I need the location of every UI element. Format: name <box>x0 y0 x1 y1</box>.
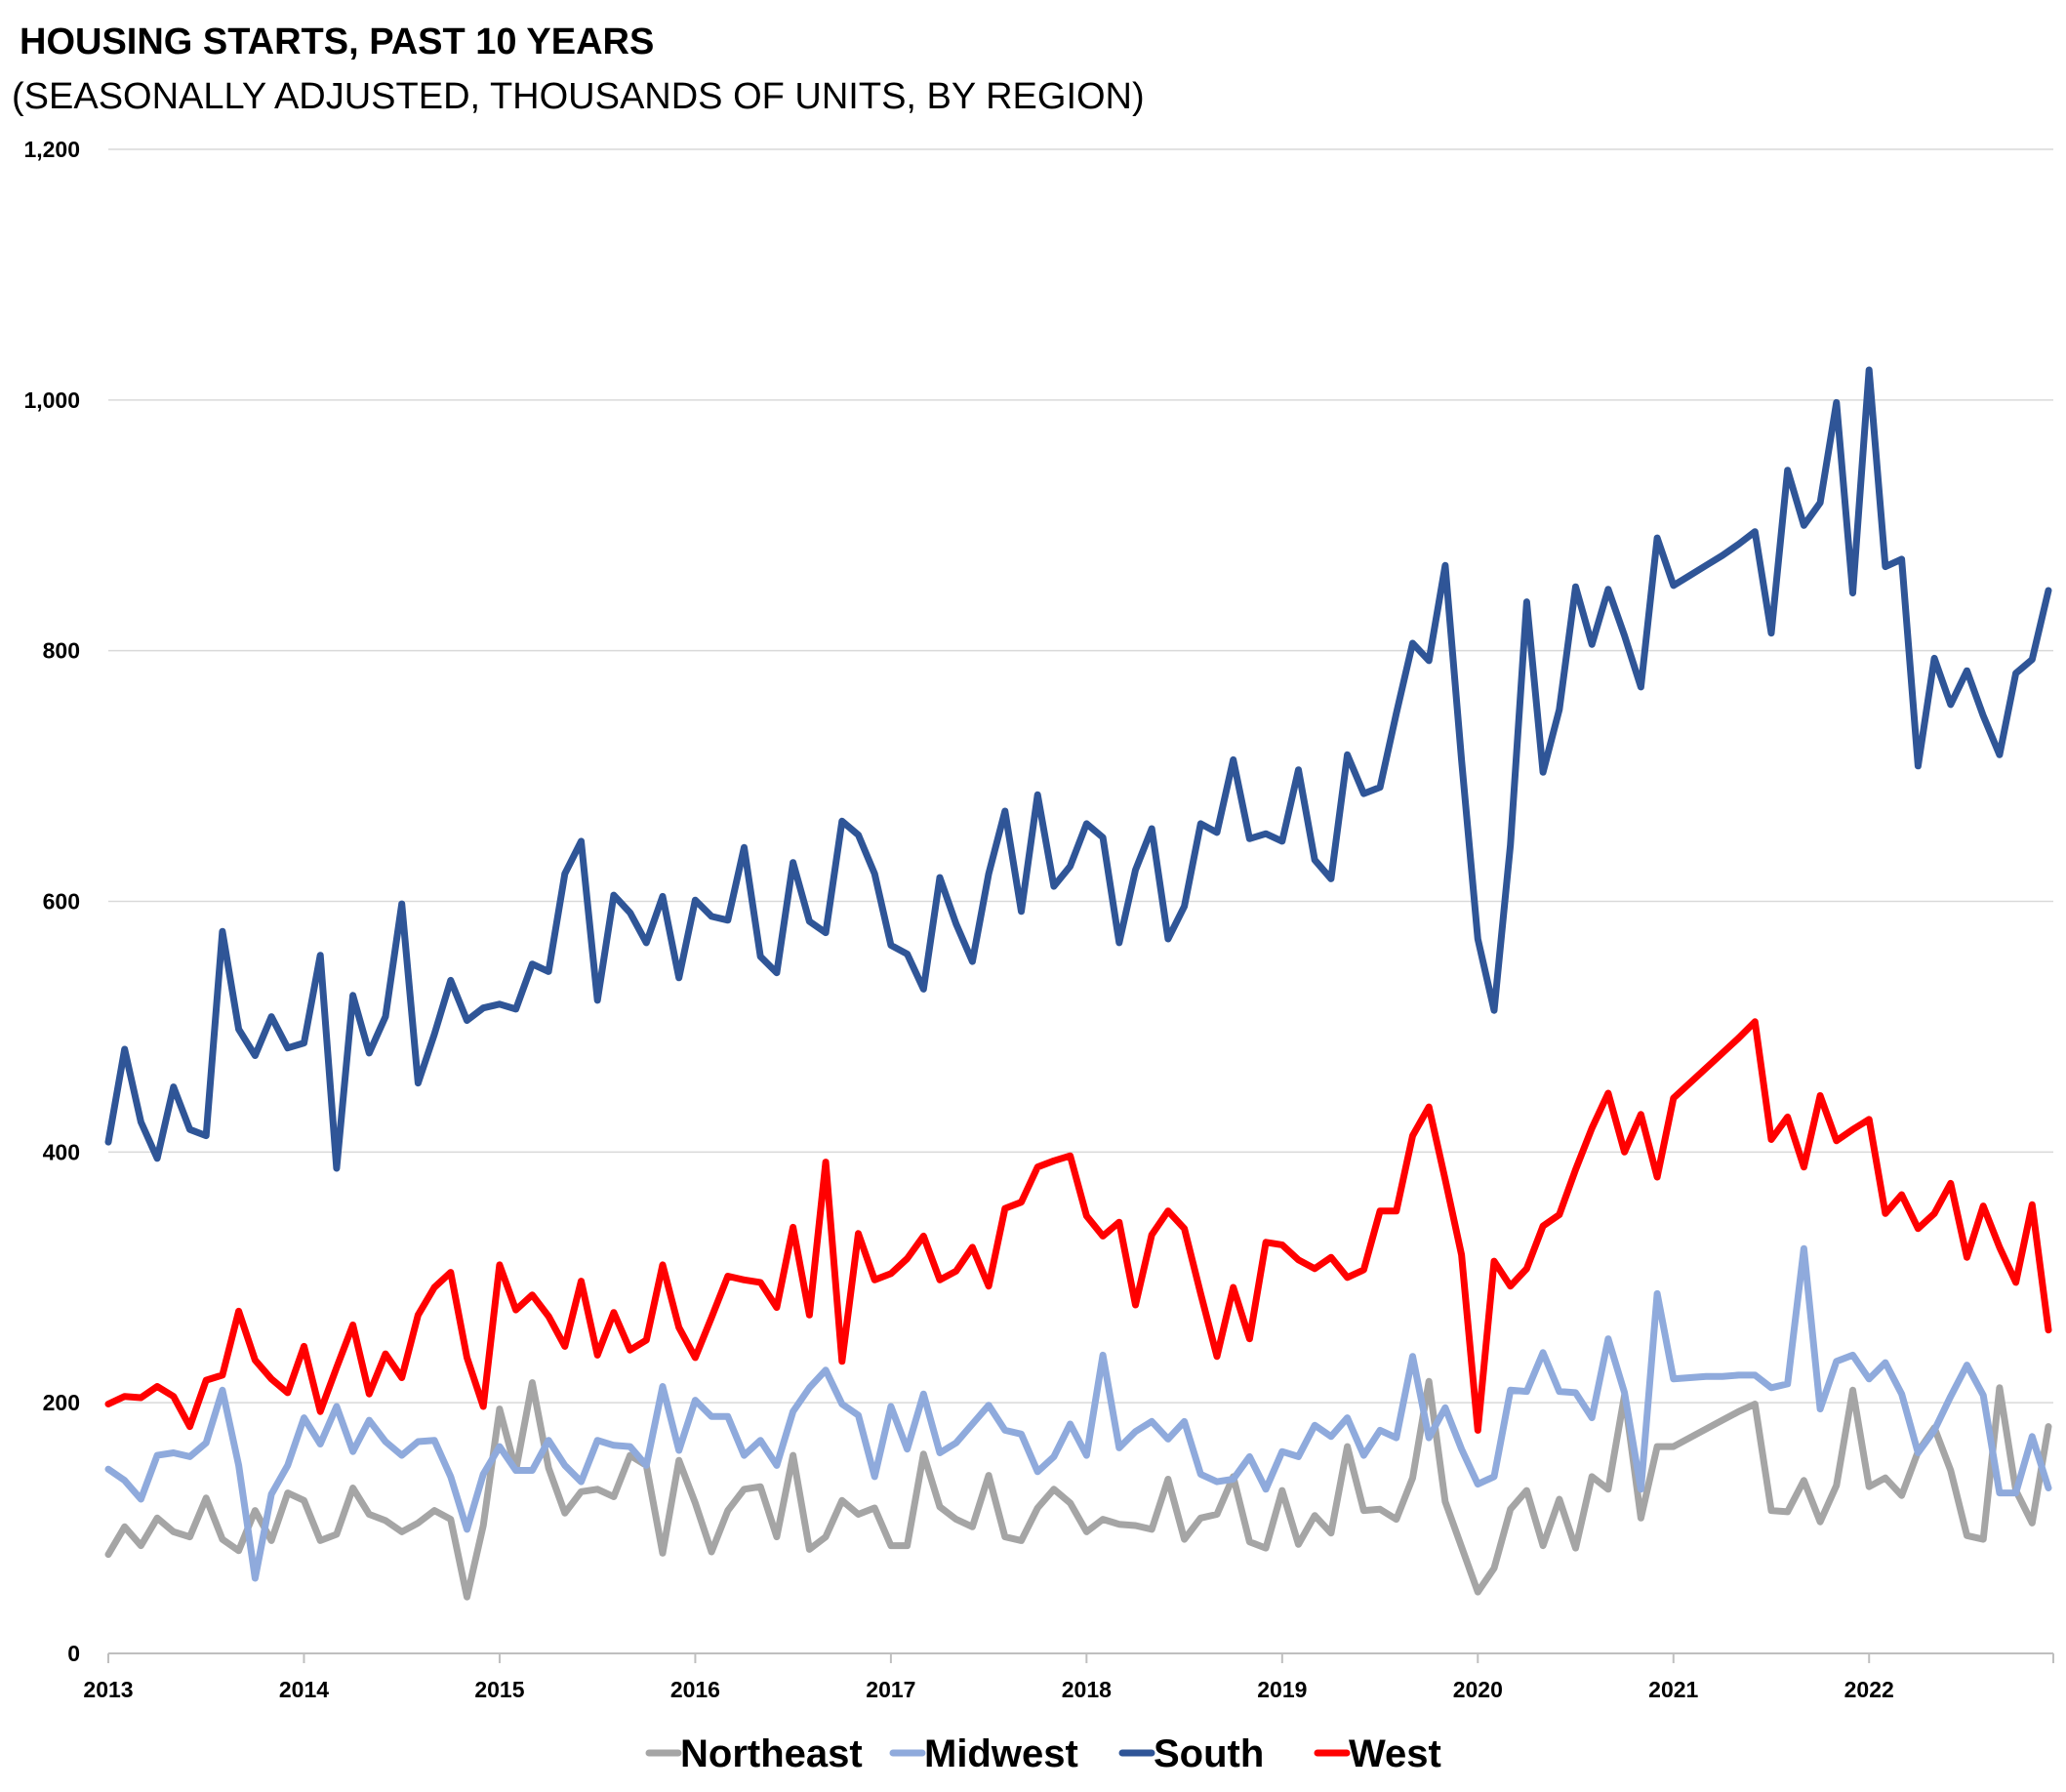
x-tick-label: 2014 <box>279 1677 329 1702</box>
y-tick-label: 800 <box>43 638 80 664</box>
y-tick-label: 1,000 <box>23 387 80 413</box>
x-tick-label: 2018 <box>1062 1677 1112 1702</box>
x-tick-label: 2019 <box>1257 1677 1307 1702</box>
chart-title: HOUSING STARTS, PAST 10 YEARS <box>20 21 655 62</box>
legend-label-midwest: Midwest <box>924 1732 1078 1775</box>
x-tick-label: 2016 <box>670 1677 720 1702</box>
legend-label-south: South <box>1154 1732 1264 1775</box>
y-tick-label: 600 <box>43 889 80 915</box>
series-line-northeast <box>104 1377 2052 1601</box>
x-tick-label: 2017 <box>866 1677 915 1702</box>
legend-label-west: West <box>1349 1732 1441 1775</box>
series-line-south <box>104 366 2052 1172</box>
series-line-midwest <box>104 1244 2052 1582</box>
x-tick-label: 2022 <box>1844 1677 1894 1702</box>
series-line-west <box>104 1018 2052 1434</box>
x-tick-label: 2015 <box>474 1677 524 1702</box>
x-tick-label: 2013 <box>83 1677 133 1702</box>
y-tick-label: 200 <box>43 1390 80 1415</box>
y-tick-label: 400 <box>43 1139 80 1164</box>
x-tick-label: 2021 <box>1648 1677 1698 1702</box>
y-tick-label: 1,200 <box>23 137 80 162</box>
chart-subtitle: (SEASONALLY ADJUSTED, THOUSANDS OF UNITS… <box>12 76 1145 117</box>
y-tick-label: 0 <box>67 1641 80 1666</box>
x-tick-label: 2020 <box>1453 1677 1503 1702</box>
legend-label-northeast: Northeast <box>680 1732 863 1775</box>
